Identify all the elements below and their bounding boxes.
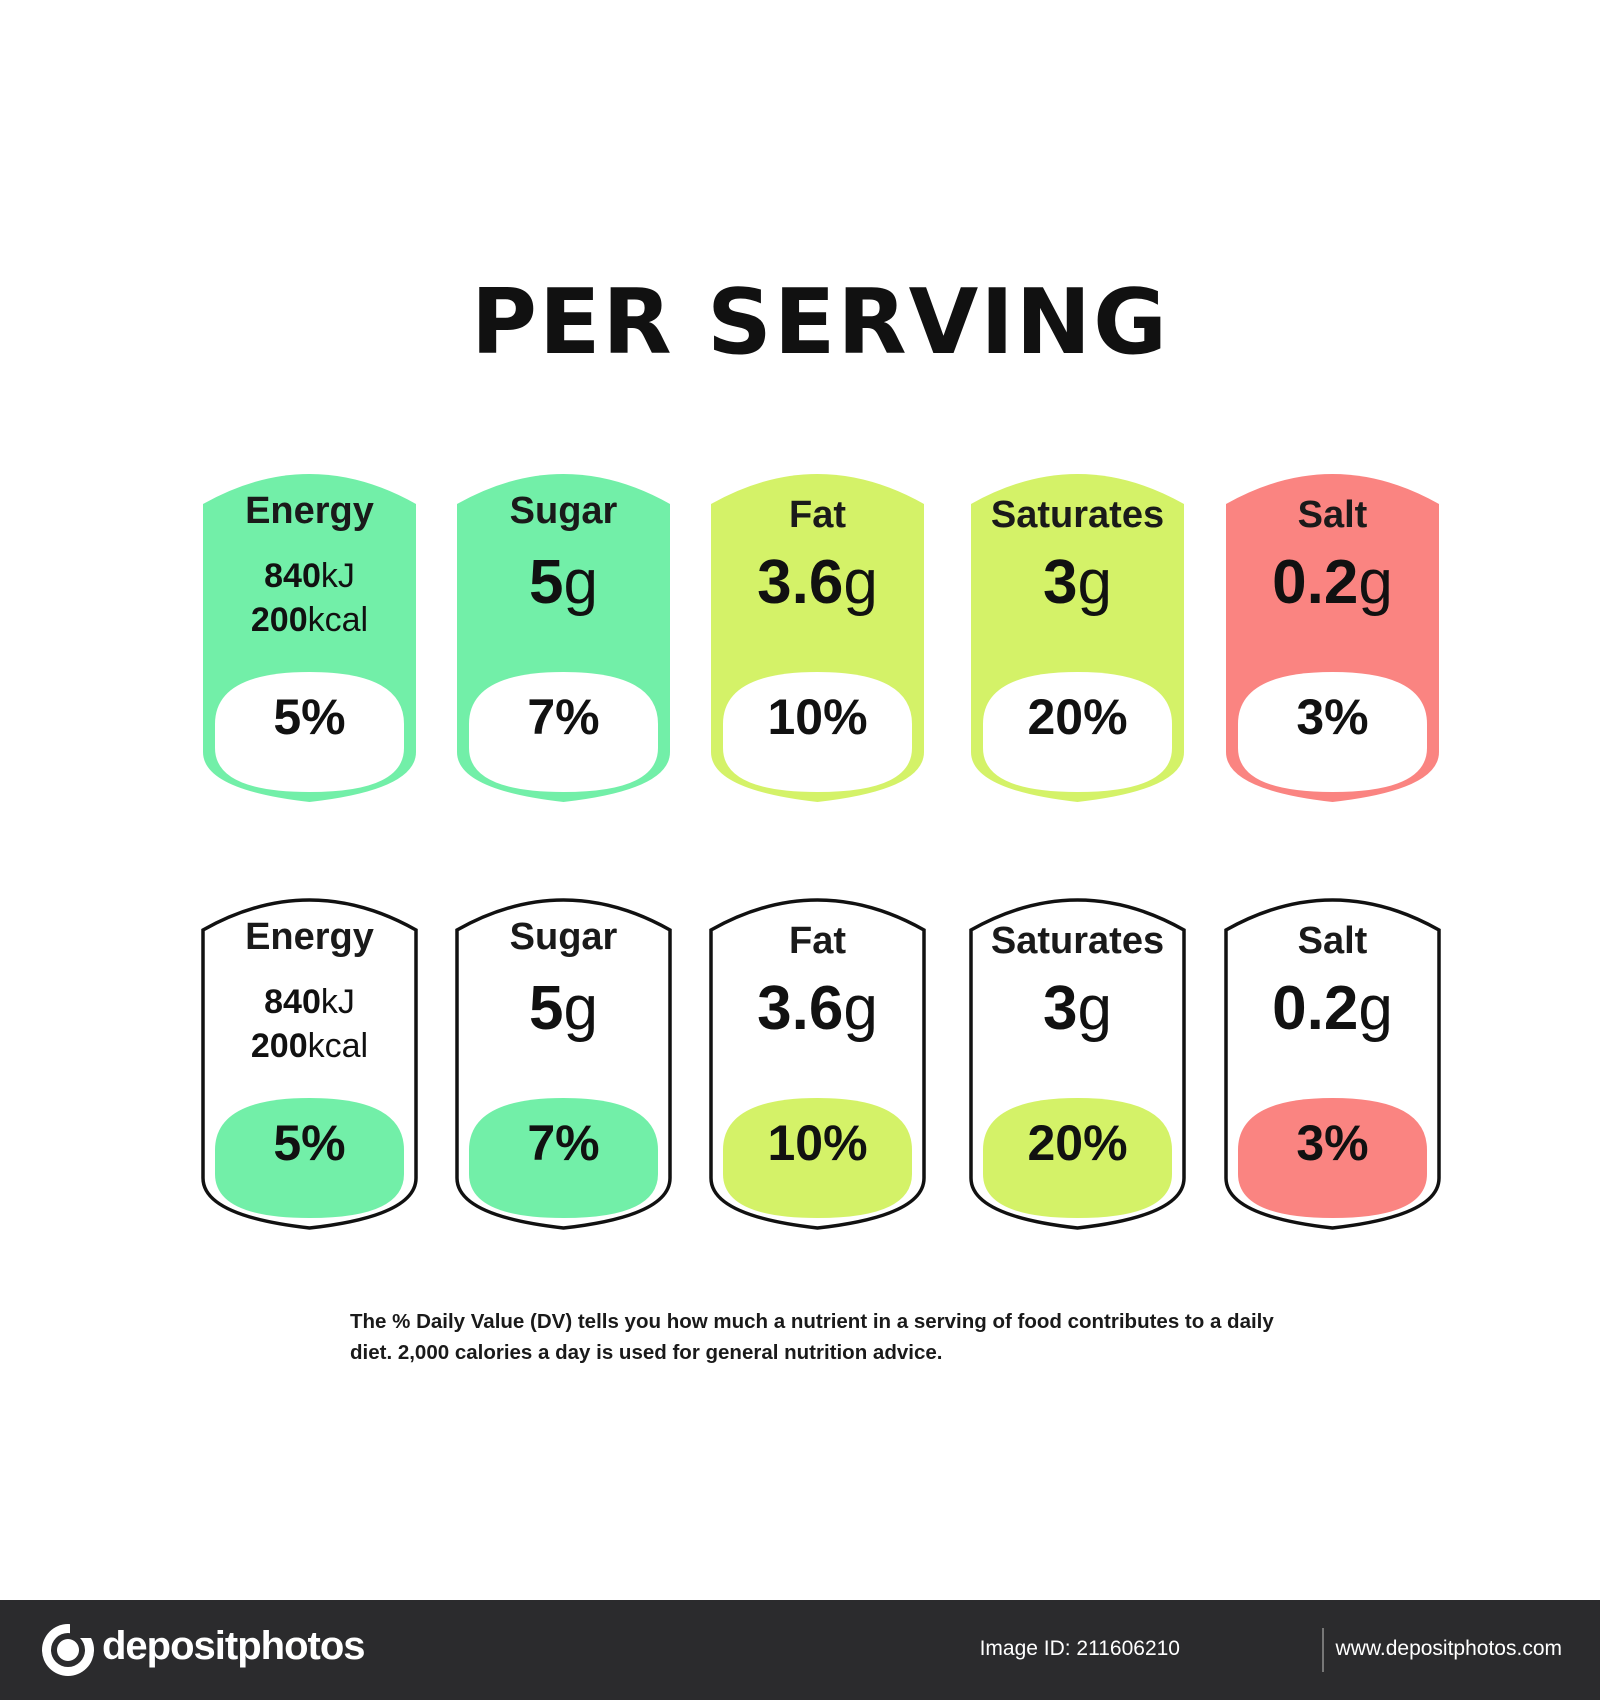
page-title: PER SERVING xyxy=(470,270,1169,375)
energy-kj: 840kJ xyxy=(264,557,355,595)
nutrition-label-salt: Salt 0.2g 3% xyxy=(1224,878,1441,1230)
daily-value-percent: 5% xyxy=(273,689,346,745)
nutrition-label-energy: Energy 840kJ 200kcal 5% xyxy=(203,452,416,802)
energy-kcal: 200kcal xyxy=(250,601,369,639)
percent-oval xyxy=(469,672,658,792)
label-shape xyxy=(1224,898,1441,1230)
nutrient-amount: 5g xyxy=(529,548,598,617)
nutrient-name: Sugar xyxy=(509,916,618,958)
nutrition-label-saturates: Saturates 3g 20% xyxy=(969,878,1186,1230)
daily-value-percent: 7% xyxy=(527,689,600,745)
nutrient-name: Saturates xyxy=(990,920,1165,962)
nutrient-name: Salt xyxy=(1297,494,1368,536)
nutrient-amount: 5g xyxy=(529,974,598,1043)
label-shape xyxy=(1226,474,1439,802)
nutrient-amount: 0.2g xyxy=(1272,974,1393,1043)
percent-oval xyxy=(469,1098,658,1218)
daily-value-percent: 7% xyxy=(527,1115,600,1171)
nutrition-label-fat: Fat 3.6g 10% xyxy=(709,878,926,1230)
daily-value-percent: 3% xyxy=(1296,689,1369,745)
nutrient-amount: 3.6g xyxy=(757,974,878,1043)
nutrient-name: Fat xyxy=(789,920,846,962)
percent-oval xyxy=(1238,1098,1427,1218)
image-id-text: Image ID: 211606210 xyxy=(979,1637,1180,1660)
label-shape xyxy=(457,474,670,802)
footer-brand: depositphotos xyxy=(102,1624,366,1668)
nutrient-name: Sugar xyxy=(509,490,618,532)
energy-kcal: 200kcal xyxy=(250,1027,369,1065)
percent-oval xyxy=(723,672,912,792)
depositphotos-logo-icon xyxy=(42,1624,94,1676)
daily-value-percent: 3% xyxy=(1296,1115,1369,1171)
nutrient-name: Fat xyxy=(789,494,846,536)
label-shape xyxy=(711,474,924,802)
footer-site-link[interactable]: www.depositphotos.com xyxy=(1335,1637,1562,1660)
nutrient-name: Energy xyxy=(245,490,374,532)
label-shape xyxy=(969,898,1186,1230)
daily-value-percent: 10% xyxy=(767,1115,868,1171)
nutrition-label-energy: Energy 840kJ 200kcal 5% xyxy=(201,878,418,1230)
percent-oval xyxy=(1238,672,1427,792)
percent-oval xyxy=(723,1098,912,1218)
nutrition-label-saturates: Saturates 3g 20% xyxy=(971,452,1184,802)
nutrition-label-sugar: Sugar 5g 7% xyxy=(455,878,672,1230)
label-shape xyxy=(455,898,672,1230)
daily-value-percent: 10% xyxy=(767,689,868,745)
label-shape xyxy=(971,474,1184,802)
daily-value-percent: 20% xyxy=(1027,1115,1128,1171)
nutrition-label-salt: Salt 0.2g 3% xyxy=(1226,452,1439,802)
nutrition-label-sugar: Sugar 5g 7% xyxy=(457,452,670,802)
percent-oval xyxy=(215,1098,404,1218)
daily-value-percent: 5% xyxy=(273,1115,346,1171)
nutrient-amount: 3g xyxy=(1043,548,1112,617)
nutrient-name: Salt xyxy=(1297,920,1368,962)
energy-values: 840kJ 200kcal xyxy=(203,980,416,1068)
energy-values: 840kJ 200kcal xyxy=(203,554,416,642)
nutrient-name: Energy xyxy=(245,916,374,958)
energy-kj: 840kJ xyxy=(264,983,355,1021)
daily-value-disclaimer: The % Daily Value (DV) tells you how muc… xyxy=(350,1310,1274,1364)
label-shape xyxy=(203,474,416,802)
watermark-footer: depositphotos Image ID: 211606210 www.de… xyxy=(0,1600,1600,1700)
footer-divider xyxy=(1322,1628,1324,1672)
nutrient-amount: 3g xyxy=(1043,974,1112,1043)
percent-oval xyxy=(983,672,1172,792)
nutrition-label-fat: Fat 3.6g 10% xyxy=(711,452,924,802)
label-shape xyxy=(201,898,418,1230)
percent-oval xyxy=(983,1098,1172,1218)
nutrient-amount: 3.6g xyxy=(757,548,878,617)
label-shape xyxy=(709,898,926,1230)
nutrient-name: Saturates xyxy=(990,494,1165,536)
percent-oval xyxy=(215,672,404,792)
daily-value-percent: 20% xyxy=(1027,689,1128,745)
nutrient-amount: 0.2g xyxy=(1272,548,1393,617)
